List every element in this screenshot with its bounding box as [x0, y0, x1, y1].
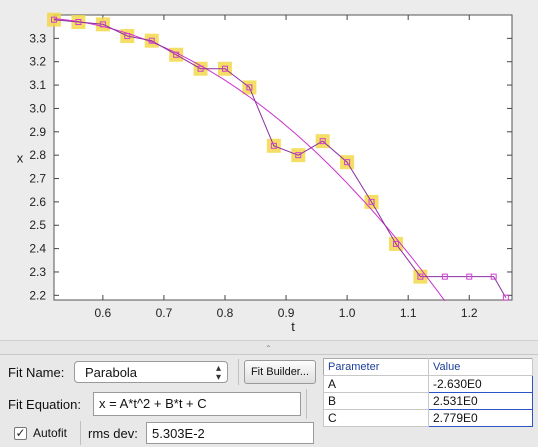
toolbar-separator — [306, 389, 307, 419]
data-point[interactable] — [502, 294, 509, 301]
table-row[interactable]: C 2.779E0 — [323, 409, 533, 427]
y-tick-label: 2.4 — [29, 242, 46, 256]
x-tick-label: 1.2 — [461, 306, 478, 320]
x-tick-label: 0.7 — [156, 306, 173, 320]
data-point[interactable] — [197, 65, 204, 72]
x-tick-label: 0.9 — [278, 306, 295, 320]
y-tick-label: 2.9 — [29, 125, 46, 139]
autofit-checkbox[interactable]: ✓ — [14, 427, 27, 440]
divider-grip-icon[interactable]: ⌃ — [265, 344, 272, 353]
data-point[interactable] — [75, 19, 82, 26]
parameter-value[interactable]: 2.779E0 — [428, 409, 533, 427]
y-tick-label: 2.2 — [29, 288, 46, 302]
y-tick-label: 3.3 — [29, 31, 46, 45]
fit-curve — [53, 18, 446, 302]
x-tick-label: 0.6 — [95, 306, 112, 320]
data-point[interactable] — [148, 37, 155, 44]
y-axis-label: x — [17, 151, 24, 166]
data-line — [53, 19, 507, 298]
data-point[interactable] — [417, 273, 424, 280]
data-point[interactable] — [246, 84, 253, 91]
parameter-name: B — [323, 392, 429, 410]
data-point[interactable] — [295, 152, 302, 159]
data-point[interactable] — [466, 273, 473, 280]
column-header-value[interactable]: Value — [428, 358, 533, 376]
data-point[interactable] — [221, 65, 228, 72]
fit-equation-field[interactable]: x = A*t^2 + B*t + C — [93, 392, 301, 416]
y-tick-label: 2.5 — [29, 218, 46, 232]
data-point[interactable] — [490, 273, 497, 280]
toolbar-separator — [238, 359, 239, 385]
parameter-name: A — [323, 375, 429, 393]
parameter-name: C — [323, 409, 429, 427]
fit-equation-label: Fit Equation: — [8, 397, 81, 412]
plot-chart[interactable]: 0.6 0.7 0.8 0.9 1.0 1.1 1.2 2.2 2.3 2.4 2.5 2.6 2.7 2… — [0, 0, 538, 340]
table-row[interactable]: A -2.630E0 — [323, 375, 533, 393]
y-tick-label: 3.0 — [29, 101, 46, 115]
split-divider[interactable]: ⌃ — [0, 340, 538, 355]
fit-name-select[interactable]: Parabola ▴ ▾ — [74, 361, 228, 383]
data-point[interactable] — [124, 33, 131, 40]
y-tick-label: 3.2 — [29, 55, 46, 69]
autofit-label: Autofit — [33, 426, 68, 440]
data-point[interactable] — [99, 21, 106, 28]
table-header-row: Parameter Value — [323, 358, 533, 376]
table-row[interactable]: B 2.531E0 — [323, 392, 533, 410]
data-point[interactable] — [392, 240, 399, 247]
y-tick-label: 2.6 — [29, 195, 46, 209]
parameter-table[interactable]: Parameter Value A -2.630E0 B 2.531E0 C 2… — [323, 358, 533, 427]
rms-dev-field: 5.303E-2 — [146, 422, 314, 444]
x-tick-label: 1.1 — [400, 306, 417, 320]
parameter-value[interactable]: -2.630E0 — [428, 375, 533, 393]
fit-name-value: Parabola — [85, 365, 138, 380]
x-tick-label: 0.8 — [217, 306, 234, 320]
x-axis-label: t — [291, 319, 295, 334]
toolbar-separator — [80, 421, 81, 445]
checkmark-icon: ✓ — [15, 426, 26, 440]
data-point[interactable] — [441, 273, 448, 280]
parameter-value[interactable]: 2.531E0 — [428, 392, 533, 410]
data-point[interactable] — [344, 159, 351, 166]
plot-background[interactable] — [53, 14, 513, 301]
fit-name-label: Fit Name: — [8, 365, 65, 380]
x-tick-label: 1.0 — [339, 306, 356, 320]
highlight-marker — [47, 12, 61, 27]
rms-dev-label: rms dev: — [88, 426, 138, 441]
fit-builder-button[interactable]: Fit Builder... — [244, 360, 316, 384]
data-point[interactable] — [368, 198, 375, 205]
data-point[interactable] — [173, 51, 180, 58]
y-tick-label: 2.8 — [29, 148, 46, 162]
updown-arrows-icon: ▴ ▾ — [215, 363, 221, 383]
data-point[interactable] — [319, 138, 326, 145]
chart-area: 0.6 0.7 0.8 0.9 1.0 1.1 1.2 2.2 2.3 2.4 2.5 2.6 2.7 2… — [0, 0, 538, 340]
y-tick-label: 2.7 — [29, 172, 46, 186]
data-point[interactable] — [51, 16, 57, 23]
column-header-parameter[interactable]: Parameter — [323, 358, 429, 376]
y-tick-label: 2.3 — [29, 265, 46, 279]
y-tick-label: 3.1 — [29, 78, 46, 92]
data-point[interactable] — [270, 142, 277, 149]
